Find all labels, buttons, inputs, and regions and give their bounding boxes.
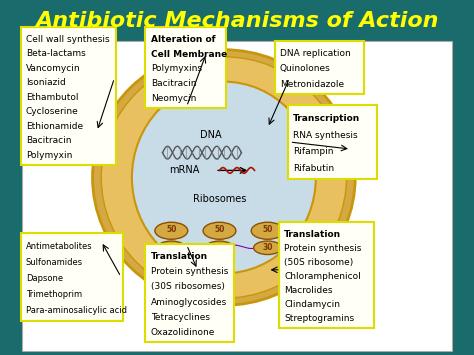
Text: 30: 30	[263, 242, 273, 252]
FancyBboxPatch shape	[146, 27, 226, 108]
Ellipse shape	[203, 222, 236, 239]
Text: Isoniazid: Isoniazid	[26, 78, 66, 87]
Text: Ethambutol: Ethambutol	[26, 93, 79, 102]
Ellipse shape	[101, 57, 346, 298]
Text: mRNA: mRNA	[169, 165, 200, 175]
Text: Protein synthesis: Protein synthesis	[151, 267, 228, 276]
Ellipse shape	[92, 50, 355, 305]
Text: Antibiotic Mechanisms of Action: Antibiotic Mechanisms of Action	[35, 11, 439, 31]
Text: Tetracyclines: Tetracyclines	[151, 313, 210, 322]
Text: Dapsone: Dapsone	[26, 274, 63, 283]
Text: Translation: Translation	[151, 252, 208, 261]
Text: Chloramphenicol: Chloramphenicol	[284, 272, 361, 281]
Text: Quinolones: Quinolones	[280, 65, 331, 73]
Text: Beta-lactams: Beta-lactams	[26, 49, 86, 58]
Text: Translation: Translation	[284, 230, 341, 239]
Text: Trimethoprim: Trimethoprim	[26, 290, 82, 299]
Ellipse shape	[157, 241, 185, 255]
Text: Cell wall synthesis: Cell wall synthesis	[26, 35, 109, 44]
Text: Sulfonamides: Sulfonamides	[26, 258, 83, 267]
FancyBboxPatch shape	[18, 0, 456, 43]
Text: Rifabutin: Rifabutin	[293, 164, 334, 173]
Text: 50: 50	[166, 225, 176, 234]
FancyBboxPatch shape	[22, 41, 452, 351]
FancyBboxPatch shape	[279, 222, 374, 328]
Text: Cycloserine: Cycloserine	[26, 107, 79, 116]
Text: DNA replication: DNA replication	[280, 49, 351, 58]
Text: Transcription: Transcription	[293, 114, 360, 124]
Ellipse shape	[254, 241, 282, 255]
FancyBboxPatch shape	[21, 27, 116, 165]
Text: Clindamycin: Clindamycin	[284, 300, 340, 309]
Text: 30: 30	[214, 242, 225, 252]
Text: 50: 50	[263, 225, 273, 234]
Ellipse shape	[155, 222, 188, 239]
Text: Ethionamide: Ethionamide	[26, 122, 83, 131]
Text: Metronidazole: Metronidazole	[280, 80, 344, 88]
Text: Neomycin: Neomycin	[151, 94, 196, 103]
Text: DNA: DNA	[200, 130, 221, 140]
Text: (30S ribosomes): (30S ribosomes)	[151, 282, 225, 291]
Text: Cell Membrane: Cell Membrane	[151, 50, 227, 59]
FancyBboxPatch shape	[146, 244, 234, 342]
Text: Protein synthesis: Protein synthesis	[284, 244, 362, 253]
Text: 30: 30	[166, 242, 177, 252]
Text: Macrolides: Macrolides	[284, 286, 333, 295]
Text: Oxazolidinone: Oxazolidinone	[151, 328, 215, 337]
Text: Aminoglycosides: Aminoglycosides	[151, 297, 227, 306]
Text: Ribosomes: Ribosomes	[193, 194, 246, 204]
Text: Streptogramins: Streptogramins	[284, 314, 355, 323]
Text: Para-aminosalicylic acid: Para-aminosalicylic acid	[26, 306, 127, 315]
Text: Antimetabolites: Antimetabolites	[26, 242, 92, 251]
Text: (50S ribosome): (50S ribosome)	[284, 258, 354, 267]
Ellipse shape	[251, 222, 284, 239]
Text: Polymyxins: Polymyxins	[151, 64, 202, 73]
FancyBboxPatch shape	[288, 105, 377, 179]
Text: Rifampin: Rifampin	[293, 147, 334, 157]
Text: Bacitracin: Bacitracin	[151, 79, 196, 88]
FancyBboxPatch shape	[21, 233, 123, 321]
Text: Vancomycin: Vancomycin	[26, 64, 81, 73]
Text: Bacitracin: Bacitracin	[26, 136, 72, 145]
Text: Polymyxin: Polymyxin	[26, 151, 73, 160]
Ellipse shape	[132, 82, 316, 273]
Text: 50: 50	[214, 225, 225, 234]
Text: Alteration of: Alteration of	[151, 35, 215, 44]
Text: RNA synthesis: RNA synthesis	[293, 131, 358, 140]
FancyBboxPatch shape	[274, 41, 364, 94]
Ellipse shape	[205, 241, 234, 255]
